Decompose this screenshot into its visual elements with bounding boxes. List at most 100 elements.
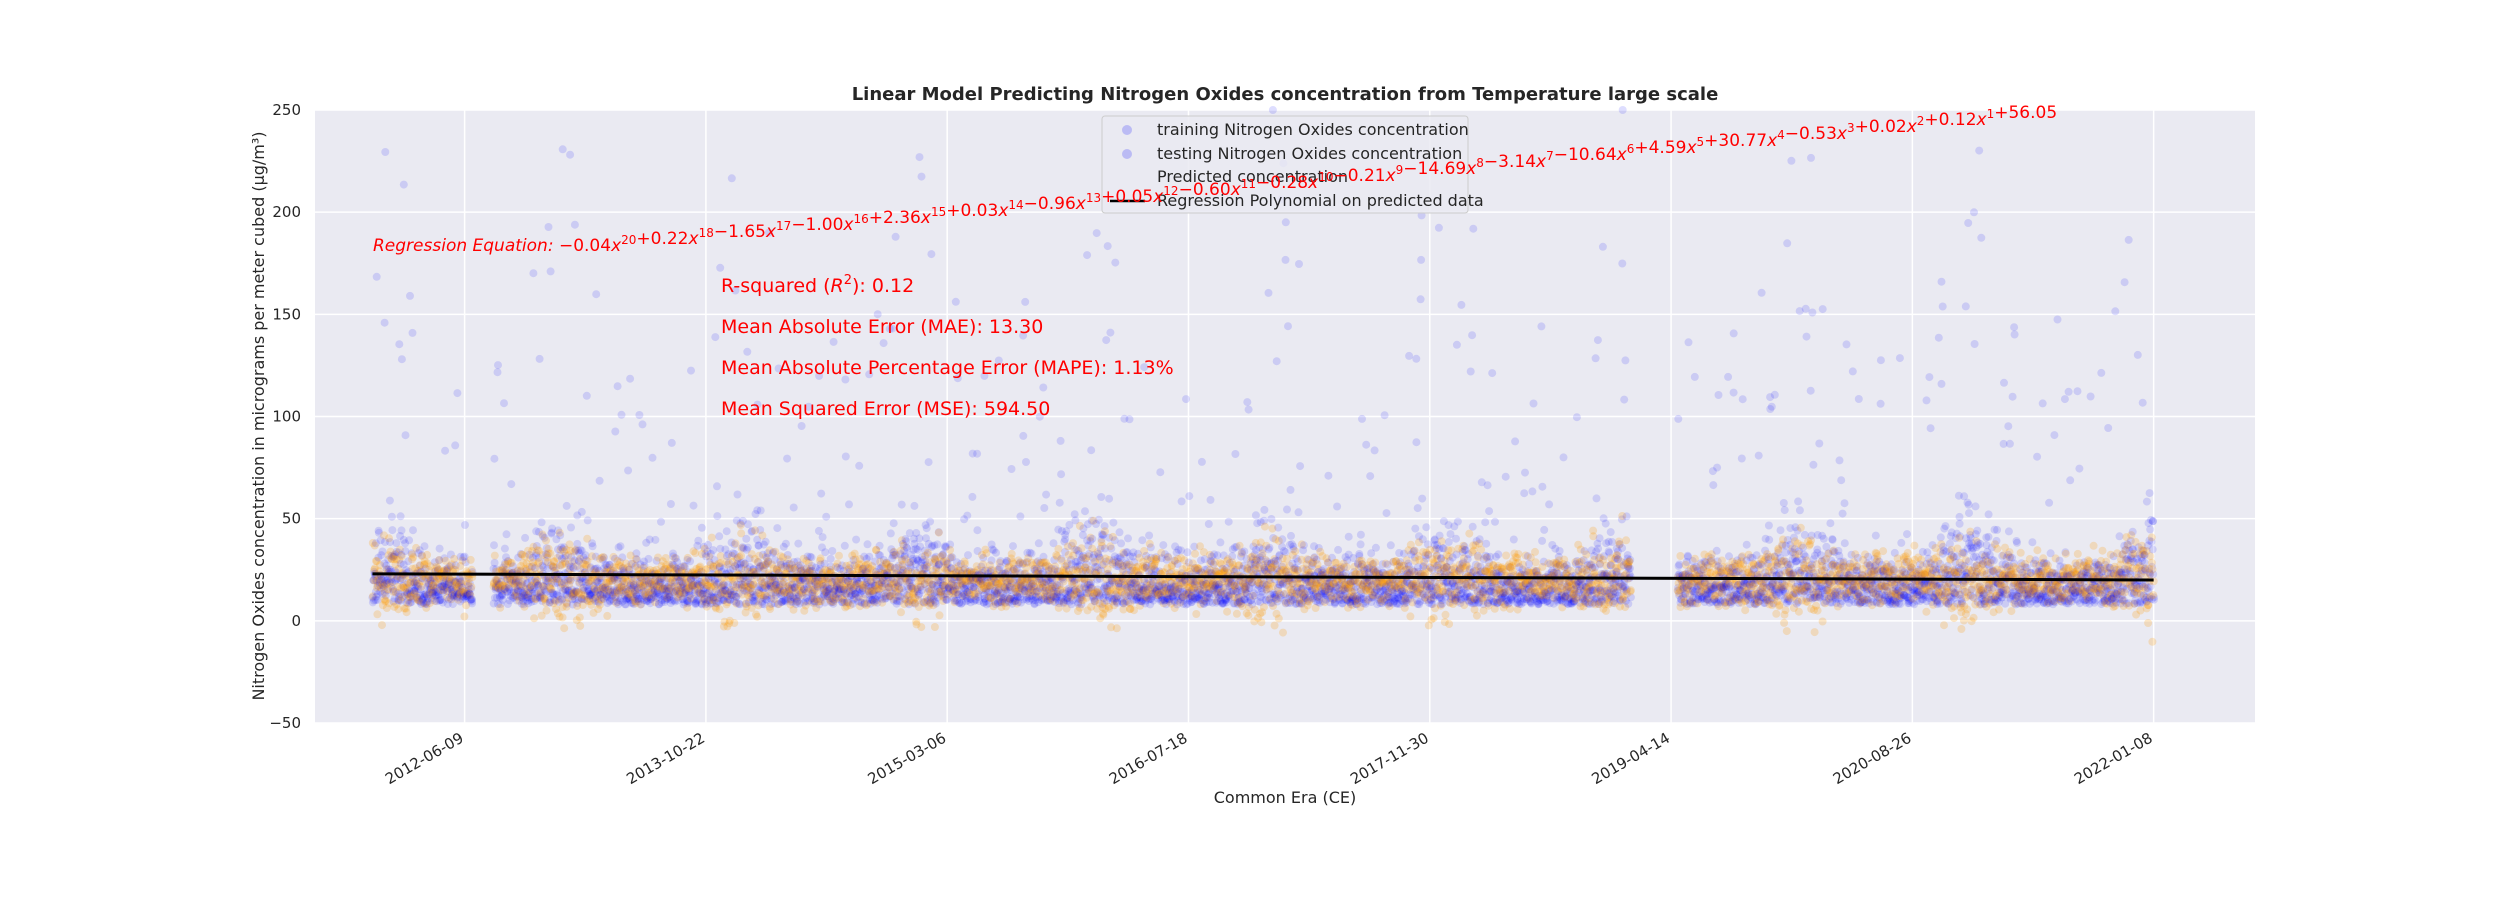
observed-point bbox=[421, 590, 430, 599]
observed-point bbox=[490, 558, 499, 567]
predicted-point bbox=[512, 582, 521, 591]
observed-point bbox=[410, 586, 419, 595]
observed-point bbox=[595, 476, 604, 485]
observed-point bbox=[378, 589, 387, 598]
observed-point bbox=[1299, 541, 1308, 550]
predicted-point bbox=[380, 588, 389, 597]
observed-point bbox=[418, 590, 427, 599]
observed-point bbox=[435, 544, 444, 553]
observed-point bbox=[410, 586, 419, 595]
observed-point bbox=[453, 589, 462, 598]
observed-point bbox=[845, 500, 853, 509]
predicted-point bbox=[423, 550, 432, 559]
observed-point bbox=[1092, 229, 1101, 238]
observed-point bbox=[1022, 458, 1030, 466]
observed-point bbox=[420, 590, 429, 599]
observed-point bbox=[1107, 544, 1116, 553]
predicted-point bbox=[387, 555, 396, 564]
observed-point bbox=[1240, 547, 1249, 556]
observed-point bbox=[761, 537, 770, 546]
observed-point bbox=[494, 579, 503, 588]
predicted-point bbox=[490, 579, 498, 588]
observed-point bbox=[743, 347, 752, 356]
observed-point bbox=[433, 588, 442, 597]
predicted-point bbox=[513, 592, 522, 601]
predicted-point bbox=[391, 560, 400, 569]
observed-point bbox=[493, 593, 501, 602]
observed-point bbox=[508, 594, 517, 603]
predicted-point bbox=[406, 579, 415, 588]
observed-point bbox=[453, 593, 461, 602]
observed-point bbox=[500, 585, 509, 594]
observed-point bbox=[386, 565, 395, 574]
predicted-point bbox=[456, 590, 465, 599]
observed-point bbox=[404, 557, 413, 566]
observed-point bbox=[371, 587, 380, 596]
predicted-point bbox=[448, 591, 457, 600]
observed-point bbox=[467, 597, 476, 606]
predicted-point bbox=[500, 586, 509, 595]
observed-point bbox=[1019, 431, 1028, 440]
observed-point bbox=[432, 590, 441, 599]
predicted-point bbox=[414, 596, 423, 605]
predicted-point bbox=[435, 556, 444, 565]
predicted-point bbox=[372, 583, 381, 592]
predicted-point bbox=[450, 576, 459, 585]
observed-point bbox=[376, 536, 385, 545]
observed-point bbox=[492, 565, 501, 574]
observed-point bbox=[415, 546, 424, 555]
predicted-point bbox=[401, 584, 410, 593]
predicted-point bbox=[930, 623, 939, 631]
observed-point bbox=[401, 431, 410, 440]
predicted-point bbox=[466, 555, 475, 564]
predicted-point bbox=[401, 604, 410, 613]
predicted-point bbox=[558, 613, 567, 622]
predicted-point bbox=[390, 555, 399, 564]
predicted-point bbox=[410, 589, 419, 598]
observed-point bbox=[497, 590, 506, 599]
predicted-point bbox=[457, 579, 466, 588]
observed-point bbox=[1097, 493, 1106, 501]
observed-point bbox=[427, 594, 436, 603]
observed-point bbox=[1260, 505, 1269, 514]
observed-point bbox=[733, 490, 742, 499]
observed-point bbox=[455, 588, 464, 597]
observed-point bbox=[992, 548, 1000, 557]
observed-point bbox=[402, 566, 411, 575]
predicted-point bbox=[715, 605, 724, 614]
observed-point bbox=[1206, 495, 1215, 504]
predicted-point bbox=[394, 564, 403, 573]
observed-point bbox=[408, 574, 417, 583]
observed-point bbox=[503, 588, 512, 597]
observed-point bbox=[1177, 497, 1186, 506]
observed-point bbox=[435, 596, 444, 605]
observed-point bbox=[422, 600, 431, 609]
predicted-point bbox=[447, 560, 456, 569]
observed-point bbox=[582, 391, 591, 400]
observed-point bbox=[583, 516, 592, 525]
observed-point bbox=[456, 574, 465, 583]
observed-point bbox=[1296, 462, 1305, 471]
observed-point bbox=[926, 517, 935, 526]
observed-point bbox=[439, 582, 448, 591]
observed-point bbox=[504, 580, 513, 589]
observed-point bbox=[502, 530, 511, 539]
predicted-point bbox=[460, 612, 469, 621]
observed-point bbox=[374, 528, 383, 537]
observed-point bbox=[457, 577, 466, 586]
observed-point bbox=[852, 535, 861, 544]
predicted-point bbox=[448, 573, 457, 582]
observed-point bbox=[968, 492, 977, 501]
observed-point bbox=[570, 220, 579, 229]
observed-point bbox=[396, 512, 405, 521]
observed-point bbox=[449, 592, 458, 601]
observed-point bbox=[1287, 531, 1295, 540]
observed-point bbox=[456, 597, 465, 606]
predicted-point bbox=[575, 613, 584, 622]
observed-point bbox=[447, 591, 456, 600]
observed-point bbox=[464, 585, 473, 594]
observed-point bbox=[465, 579, 474, 588]
observed-point bbox=[1294, 508, 1303, 517]
predicted-point bbox=[427, 585, 436, 593]
observed-point bbox=[713, 482, 721, 491]
